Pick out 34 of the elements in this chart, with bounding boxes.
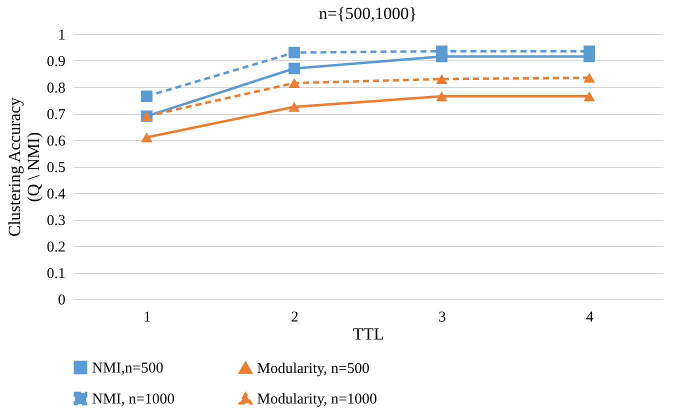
point (584, 91, 595, 102)
y-tick-label: 0.4 (46, 186, 66, 202)
legend-label: NMI,n=500 (92, 360, 164, 377)
point (141, 90, 152, 102)
y-tick-label: 0.6 (46, 134, 66, 150)
point (436, 91, 448, 102)
point (436, 46, 448, 57)
point (288, 102, 300, 112)
y-tick-label: 0.9 (46, 54, 66, 70)
chart-title: n={500,1000} (318, 4, 418, 23)
y-tick-label: 0.3 (46, 213, 66, 229)
y-tick-label: 0.2 (46, 240, 66, 256)
y-tick-label: 1 (58, 28, 66, 44)
y-tick-label: 0 (58, 292, 66, 308)
x-tick-label: 3 (438, 310, 446, 326)
x-axis-title: TTL (352, 324, 384, 344)
point (584, 46, 595, 57)
y-tick-label: 0.5 (46, 160, 66, 176)
y-tick-label: 0.8 (46, 80, 66, 96)
y-axis-title: Clustering Accuracy (Q \ NMI) (4, 96, 43, 237)
y-tick-label: 0.1 (46, 266, 66, 282)
point (436, 74, 448, 84)
x-tick-label: 4 (586, 310, 594, 326)
x-tick-label: 2 (291, 310, 298, 326)
y-tick-label: 0.7 (46, 107, 66, 123)
point (288, 78, 300, 88)
legend-label: Modularity, n=500 (257, 360, 370, 377)
legend-label: Modularity, n=1000 (257, 392, 377, 408)
point (141, 132, 152, 142)
point (584, 72, 595, 83)
legend-label: NMI, n=1000 (92, 392, 175, 408)
point (288, 62, 300, 74)
x-tick-label: 1 (144, 310, 151, 326)
point (288, 46, 300, 58)
